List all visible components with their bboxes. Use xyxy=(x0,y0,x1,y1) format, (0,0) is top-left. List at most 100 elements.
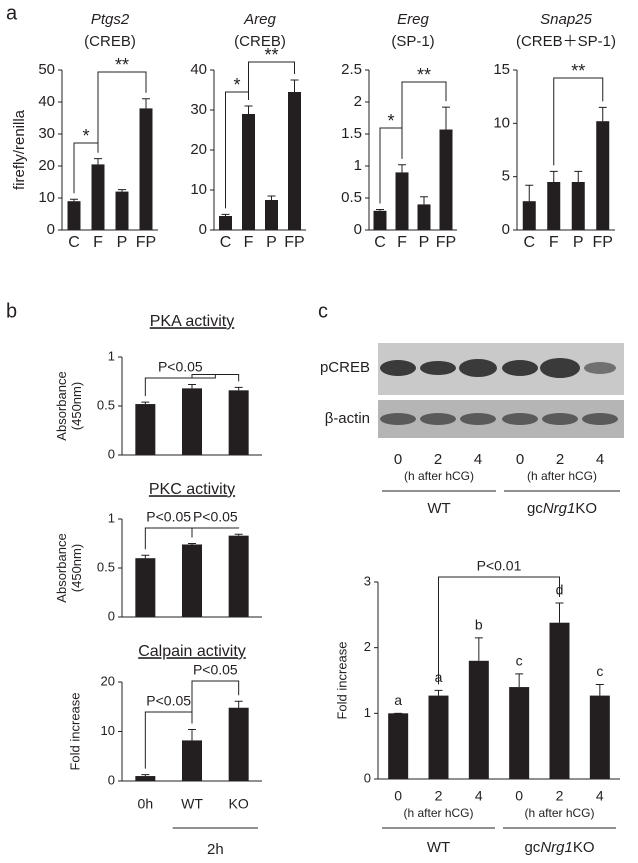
y-tick-label: 40 xyxy=(190,61,207,78)
error-bar xyxy=(398,164,406,173)
y-tick-label: 10 xyxy=(493,114,510,131)
bar xyxy=(549,622,570,779)
x-tick-label: 2 xyxy=(435,788,443,804)
error-bar xyxy=(142,98,150,109)
bar xyxy=(388,713,409,779)
bar xyxy=(242,114,255,230)
y-tick-label: 0 xyxy=(108,772,115,787)
significance-label: P<0.01 xyxy=(477,558,522,574)
y-tick-label: 20 xyxy=(190,141,207,158)
bar xyxy=(135,776,156,781)
significance-label: P<0.05 xyxy=(158,359,203,375)
bar xyxy=(182,740,202,781)
significance-label: ** xyxy=(115,55,129,75)
error-bar xyxy=(376,209,384,211)
x-tick-label: C xyxy=(220,234,232,251)
lane-label: 4 xyxy=(596,451,604,468)
significance-letter: c xyxy=(516,653,523,669)
bar xyxy=(288,92,301,230)
y-axis-label: firefly/renilla xyxy=(11,109,28,190)
y-tick-label: 1 xyxy=(108,510,115,525)
chart-title: Ereg xyxy=(397,11,429,28)
y-tick-label: 0 xyxy=(108,608,115,623)
y-tick-label: 2 xyxy=(354,93,362,110)
x-tick-label: F xyxy=(93,234,103,251)
y-tick-label: 30 xyxy=(190,101,207,118)
group-label-part: Nrg1 xyxy=(540,839,573,856)
x-tick-label: C xyxy=(68,234,80,251)
error-bar xyxy=(267,195,276,200)
error-bar xyxy=(118,189,126,192)
blot-strip xyxy=(378,343,624,395)
y-tick-label: 1 xyxy=(354,157,362,174)
y-tick-label: 2 xyxy=(364,639,371,654)
y-tick-label: 0 xyxy=(502,221,510,238)
bar xyxy=(228,707,249,781)
blot-bands xyxy=(380,358,616,378)
x-tick-label: FP xyxy=(136,234,156,251)
significance-label: P<0.05 xyxy=(193,509,238,525)
significance-label: P<0.05 xyxy=(146,509,191,525)
error-bar xyxy=(574,170,583,182)
error-bar xyxy=(595,683,604,696)
y-tick-label: 15 xyxy=(493,61,510,78)
y-axis-label-line: Absorbance xyxy=(54,533,69,602)
blot-row-label: pCREB xyxy=(320,359,370,376)
y-tick-label: 0.5 xyxy=(97,559,115,574)
y-tick-label: 0.5 xyxy=(97,397,115,412)
bar xyxy=(571,182,585,230)
x-tick-label: 2 xyxy=(556,788,564,804)
group-label: gcNrg1KO xyxy=(527,500,597,517)
group-label: WT xyxy=(427,500,450,517)
group-label: 2h xyxy=(207,841,224,858)
y-axis-label-line: (450nm) xyxy=(69,544,84,592)
y-tick-label: 20 xyxy=(101,673,115,688)
bar xyxy=(182,544,202,617)
x-tick-label: F xyxy=(244,234,254,251)
error-bar xyxy=(555,602,564,623)
bracket xyxy=(553,77,604,166)
group-label-part: gc xyxy=(524,839,540,856)
bar xyxy=(417,204,431,230)
x-tick-label: 0 xyxy=(394,788,402,804)
bracket xyxy=(438,576,560,685)
error-bar xyxy=(188,543,196,545)
chart-title: Ptgs2 xyxy=(91,11,130,28)
error-bar xyxy=(94,158,102,165)
error-bar xyxy=(442,106,450,130)
x-tick-label: F xyxy=(397,234,407,251)
x-tick-label: 4 xyxy=(596,788,604,804)
bar xyxy=(265,200,278,230)
error-bar xyxy=(474,637,483,661)
error-bar xyxy=(70,198,78,202)
y-tick-label: 50 xyxy=(38,61,55,78)
group-note: (h after hCG) xyxy=(524,806,594,820)
group-label: gcNrg1KO xyxy=(524,839,594,856)
x-tick-label: P xyxy=(117,234,128,251)
y-tick-label: 1 xyxy=(108,348,115,363)
y-tick-label: 10 xyxy=(101,723,115,738)
y-axis-label: Absorbance(450nm) xyxy=(54,533,84,602)
lane-label: 0 xyxy=(516,451,524,468)
significance-letter: b xyxy=(475,617,483,633)
x-tick-label: F xyxy=(549,234,559,251)
x-tick-label: FP xyxy=(284,234,304,251)
bar xyxy=(228,390,249,455)
bar xyxy=(182,388,202,455)
chart-subtitle: (CREB) xyxy=(234,33,286,50)
bar xyxy=(428,695,449,779)
error-bar xyxy=(420,196,428,205)
bracket xyxy=(401,81,447,159)
significance-label: ** xyxy=(571,61,585,81)
group-note: (h after hCG) xyxy=(404,469,474,483)
y-tick-label: 5 xyxy=(502,168,510,185)
bar xyxy=(135,558,156,617)
bar xyxy=(439,129,453,230)
y-tick-label: 2.5 xyxy=(341,61,362,78)
bar xyxy=(596,121,610,230)
lane-label: 2 xyxy=(434,451,442,468)
bracket xyxy=(248,61,295,100)
lane-label: 2 xyxy=(556,451,564,468)
group-label: WT xyxy=(427,839,450,856)
error-bar xyxy=(221,213,230,216)
